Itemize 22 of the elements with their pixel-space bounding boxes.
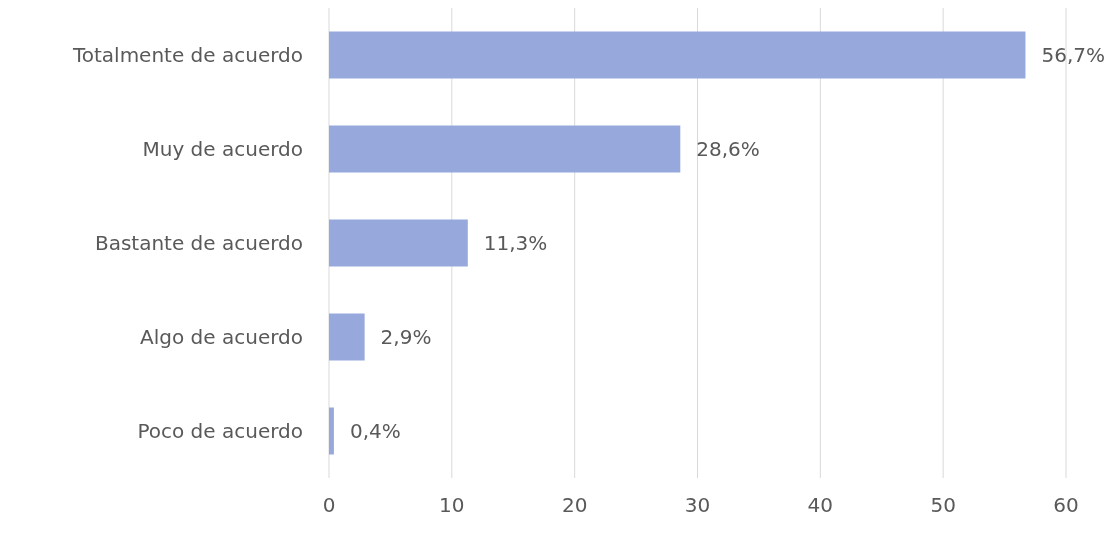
data-label: 0,4% <box>349 419 401 444</box>
bar <box>329 31 1026 79</box>
x-tick-label: 0 <box>322 493 336 518</box>
y-tick-label: Muy de acuerdo <box>142 137 303 162</box>
y-tick-label: Bastante de acuerdo <box>94 231 303 256</box>
x-tick-label: 50 <box>930 493 956 518</box>
data-label: 28,6% <box>696 137 760 162</box>
x-tick-label: 30 <box>684 493 711 518</box>
x-tick-label: 40 <box>807 493 834 518</box>
bar <box>329 407 334 455</box>
bar <box>329 313 365 361</box>
data-label: 56,7% <box>1041 43 1106 68</box>
x-tick-label: 10 <box>439 493 465 518</box>
bar <box>329 125 681 173</box>
y-tick-label: Poco de acuerdo <box>137 419 303 444</box>
x-tick-label: 60 <box>1053 493 1079 518</box>
data-label: 11,3% <box>483 231 548 256</box>
bar <box>329 219 468 267</box>
x-tick-label: 20 <box>561 493 588 518</box>
y-tick-label: Algo de acuerdo <box>140 325 303 350</box>
y-tick-label: Totalmente de acuerdo <box>71 43 303 68</box>
data-label: 2,9% <box>380 325 432 350</box>
